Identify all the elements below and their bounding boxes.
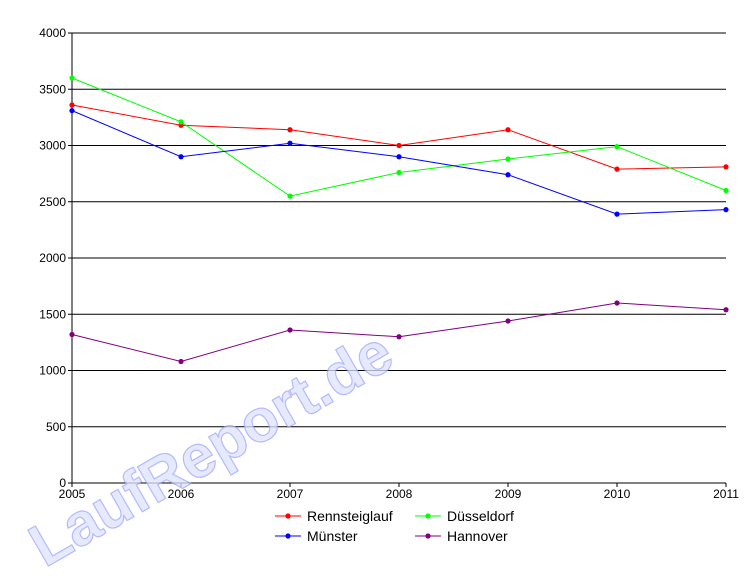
y-tick-label: 2000 xyxy=(39,251,66,265)
legend-label: Münster xyxy=(307,528,358,544)
data-point xyxy=(614,144,620,150)
data-point xyxy=(287,193,293,199)
x-tick-label: 2010 xyxy=(604,487,631,501)
data-point xyxy=(69,102,75,108)
gridlines xyxy=(72,32,726,428)
x-axis-tick-labels: 2005 2006 2007 2008 2009 2010 2011 xyxy=(59,487,740,501)
legend-label: Düsseldorf xyxy=(447,508,514,524)
series-line xyxy=(71,104,727,170)
y-tick-label: 4000 xyxy=(39,26,66,40)
data-point xyxy=(69,331,75,338)
x-tick-label: 2009 xyxy=(495,487,522,501)
data-point xyxy=(396,334,402,340)
data-point xyxy=(723,187,729,194)
y-tick-label: 500 xyxy=(46,420,66,434)
data-point xyxy=(396,142,402,149)
x-tick-label: 2005 xyxy=(59,487,86,501)
data-point xyxy=(396,169,402,176)
data-point xyxy=(505,318,511,324)
series-line xyxy=(71,77,727,197)
legend-label: Rennsteiglauf xyxy=(307,508,393,524)
y-tick-label: 3500 xyxy=(39,82,66,96)
x-tick-label: 2006 xyxy=(168,487,195,501)
legend-swatch-marker xyxy=(285,533,291,539)
data-point xyxy=(287,327,293,333)
data-point xyxy=(614,166,620,172)
data-point xyxy=(723,207,729,213)
y-tick-label: 2500 xyxy=(39,195,66,209)
x-tick-label: 2011 xyxy=(713,487,739,501)
series-lines xyxy=(69,75,729,365)
data-point xyxy=(69,75,75,81)
data-point xyxy=(723,307,729,313)
y-tick-label: 0 xyxy=(59,476,66,490)
legend-swatch-marker xyxy=(425,533,431,539)
y-tick-label: 1500 xyxy=(39,307,66,321)
data-point xyxy=(178,119,184,125)
data-point xyxy=(287,140,293,146)
data-point xyxy=(505,156,511,162)
x-tick-label: 2008 xyxy=(386,487,413,501)
y-tick-label: 1000 xyxy=(39,364,66,378)
legend-label: Hannover xyxy=(447,528,508,544)
data-point xyxy=(614,211,620,217)
data-point xyxy=(178,358,184,365)
data-point xyxy=(505,172,511,178)
data-point xyxy=(396,154,402,160)
axes xyxy=(68,32,727,487)
data-point xyxy=(178,154,184,160)
data-point xyxy=(614,300,620,306)
series-line xyxy=(71,302,727,363)
legend: Rennsteiglauf Düsseldorf Münster Hannover xyxy=(275,508,514,544)
data-point xyxy=(69,108,75,114)
x-tick-label: 2007 xyxy=(277,487,304,501)
y-axis-tick-labels: 0 500 1000 1500 2000 2500 3000 3500 4000 xyxy=(39,26,66,490)
legend-swatch-marker xyxy=(425,513,431,519)
data-point xyxy=(287,127,293,133)
y-tick-label: 3000 xyxy=(39,139,66,153)
data-point xyxy=(505,127,511,133)
legend-swatch-marker xyxy=(285,513,291,519)
series-line xyxy=(71,110,727,215)
data-point xyxy=(723,164,729,170)
